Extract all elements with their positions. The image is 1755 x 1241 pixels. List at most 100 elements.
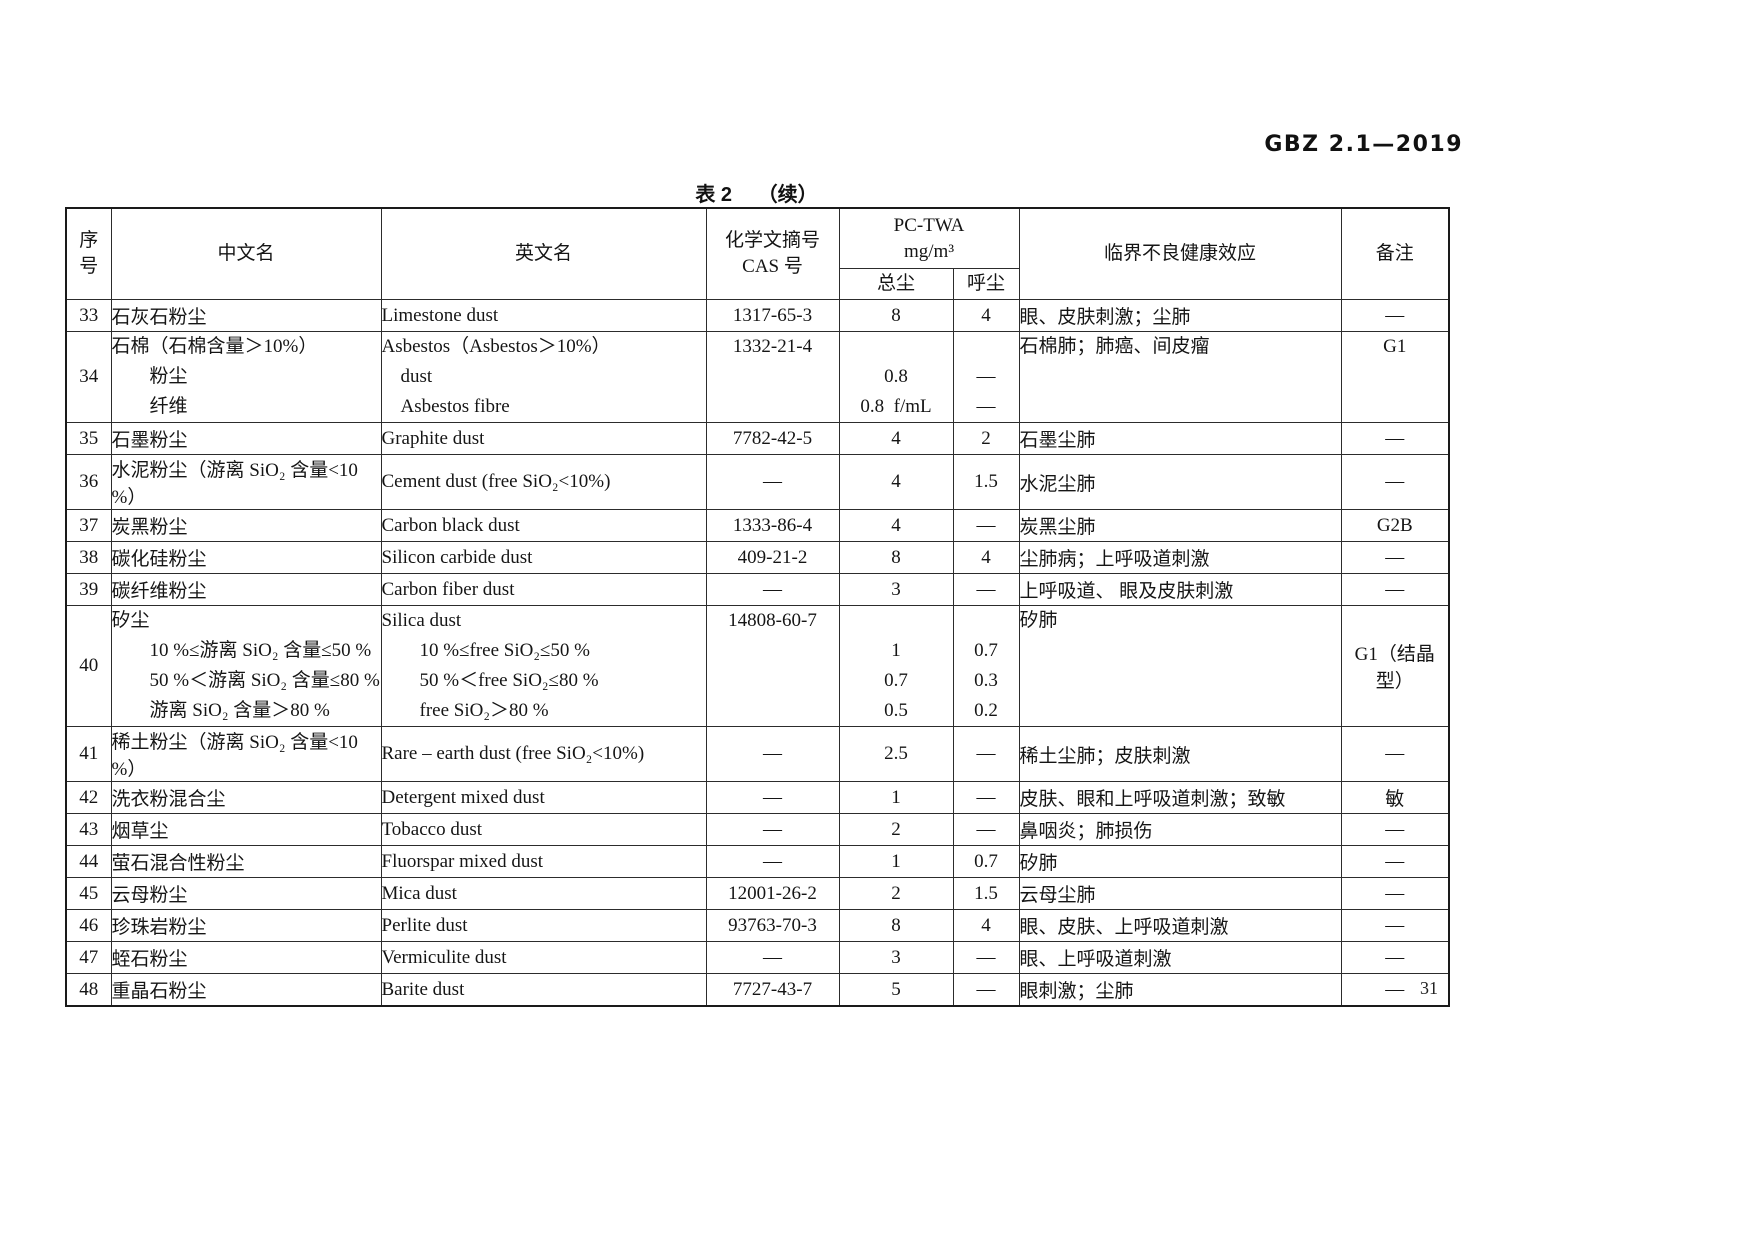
page-number: 31 [1420,978,1438,998]
row-number: 40 [65,605,112,727]
row-number: 39 [65,573,112,606]
pctwa-total-dust: 3 [838,941,954,974]
table-row: 34 石棉（石棉含量＞10%） 粉尘 纤维 Asbestos（Asbestos＞10… [65,331,1450,423]
remark: — [1340,726,1450,782]
chinese-name: 石墨粉尘 [110,422,382,455]
health-effect: 水泥尘肺 [1018,454,1342,510]
row-number: 47 [65,941,112,974]
health-effect: 眼、皮肤、上呼吸道刺激 [1018,909,1342,942]
health-effect: 尘肺病；上呼吸道刺激 [1018,541,1342,574]
remark: G1 [1340,331,1450,423]
health-effect: 石墨尘肺 [1018,422,1342,455]
health-effect: 云母尘肺 [1018,877,1342,910]
remark: G1（结晶型） [1340,605,1450,727]
table-row: 46 珍珠岩粉尘 Perlite dust 93763-70-3 8 4 眼、皮肤、上呼吸道… [65,909,1450,942]
standard-code: GBZ 2.1—2019 [1264,132,1463,157]
health-effect: 鼻咽炎；肺损伤 [1018,813,1342,846]
header-cas-number: 化学文摘号 CAS 号 [705,207,840,300]
english-name: Graphite dust [380,422,707,455]
english-name: Mica dust [380,877,707,910]
row-number: 42 [65,781,112,814]
pctwa-respirable-dust: 2 [952,422,1020,455]
pctwa-total-dust: 1 0.7 0.5 [838,605,954,727]
row-number: 38 [65,541,112,574]
pctwa-respirable-dust: 4 [952,299,1020,332]
health-effect: 石棉肺；肺癌、间皮瘤 [1018,331,1342,423]
pctwa-total-dust: 4 [838,509,954,542]
health-effect: 矽肺 [1018,845,1342,878]
remark: — [1340,813,1450,846]
english-name: Detergent mixed dust [380,781,707,814]
chinese-name: 洗衣粉混合尘 [110,781,382,814]
pctwa-total-dust: 8 [838,299,954,332]
cas-number: 1317-65-3 [705,299,840,332]
row-number: 41 [65,726,112,782]
header-pctwa: PC-TWA mg/m³ [838,207,1020,269]
pctwa-total-dust: 1 [838,781,954,814]
cas-number: 1333-86-4 [705,509,840,542]
table-row: 38 碳化硅粉尘 Silicon carbide dust 409-21-2 8 4 尘肺病… [65,541,1450,574]
health-effect: 炭黑尘肺 [1018,509,1342,542]
pctwa-total-dust: 4 [838,422,954,455]
row-number: 43 [65,813,112,846]
chinese-name: 碳化硅粉尘 [110,541,382,574]
english-name: Fluorspar mixed dust [380,845,707,878]
english-name: Vermiculite dust [380,941,707,974]
pctwa-total-dust: 5 [838,973,954,1007]
row-number: 45 [65,877,112,910]
cas-number: — [705,573,840,606]
cas-number: — [705,813,840,846]
cas-number: 14808-60-7 [705,605,840,727]
remark: — [1340,454,1450,510]
chinese-name: 水泥粉尘（游离 SiO₂ 含量<10 %） [110,454,382,510]
pctwa-respirable-dust: — [952,973,1020,1007]
pctwa-total-dust: 2.5 [838,726,954,782]
table-row: 47 蛭石粉尘 Vermiculite dust —3— 眼、上呼吸道刺激 — [65,941,1450,974]
cas-number: — [705,781,840,814]
exposure-limits-table: 序 号 中文名 英文名 化学文摘号 CAS 号 PC-TWA mg/m³ 临界不… [65,207,1451,1007]
english-name: Rare – earth dust (free SiO₂<10%) [380,726,707,782]
table-row: 39 碳纤维粉尘 Carbon fiber dust —3— 上呼吸道、 眼及皮肤刺激 — [65,573,1450,606]
chinese-name: 炭黑粉尘 [110,509,382,542]
pctwa-respirable-dust: — [952,509,1020,542]
chinese-name: 蛭石粉尘 [110,941,382,974]
pctwa-respirable-dust: — [952,573,1020,606]
pctwa-respirable-dust: — — [952,331,1020,423]
pctwa-total-dust: 2 [838,877,954,910]
pctwa-respirable-dust: — [952,726,1020,782]
cas-number: 93763-70-3 [705,909,840,942]
table-row: 45 云母粉尘 Mica dust 12001-26-2 2 1.5 云母尘肺 — [65,877,1450,910]
row-number: 33 [65,299,112,332]
pctwa-total-dust: 2 [838,813,954,846]
english-name: Tobacco dust [380,813,707,846]
table-row: 40 矽尘 10 %≤游离 SiO₂ 含量≤50 % 50 %＜游离 SiO₂ 含… [65,605,1450,727]
english-name: Asbestos（Asbestos＞10%） dust Asbestos fib… [380,331,707,423]
english-name: Carbon black dust [380,509,707,542]
pctwa-respirable-dust: 0.7 [952,845,1020,878]
chinese-name: 碳纤维粉尘 [110,573,382,606]
health-effect: 稀土尘肺；皮肤刺激 [1018,726,1342,782]
row-number: 46 [65,909,112,942]
chinese-name: 珍珠岩粉尘 [110,909,382,942]
english-name: Limestone dust [380,299,707,332]
health-effect: 上呼吸道、 眼及皮肤刺激 [1018,573,1342,606]
chinese-name: 云母粉尘 [110,877,382,910]
english-name: Silica dust 10 %≤free SiO₂≤50 % 50 %＜fre… [380,605,707,727]
health-effect: 眼、皮肤刺激；尘肺 [1018,299,1342,332]
header-row-number: 序 号 [65,207,112,300]
pctwa-total-dust: 8 [838,541,954,574]
cas-number: 7727-43-7 [705,973,840,1007]
pctwa-total-dust: 1 [838,845,954,878]
pctwa-respirable-dust: 4 [952,541,1020,574]
row-number: 48 [65,973,112,1007]
chinese-name: 稀土粉尘（游离 SiO₂ 含量<10 %） [110,726,382,782]
remark: — [1340,299,1450,332]
chinese-name: 石棉（石棉含量＞10%） 粉尘 纤维 [110,331,382,423]
remark: — [1340,909,1450,942]
pctwa-total-dust: 8 [838,909,954,942]
header-chinese-name: 中文名 [110,207,382,300]
table-caption-continued: （续） [757,184,818,206]
cas-number: 7782-42-5 [705,422,840,455]
pctwa-respirable-dust: 0.7 0.3 0.2 [952,605,1020,727]
